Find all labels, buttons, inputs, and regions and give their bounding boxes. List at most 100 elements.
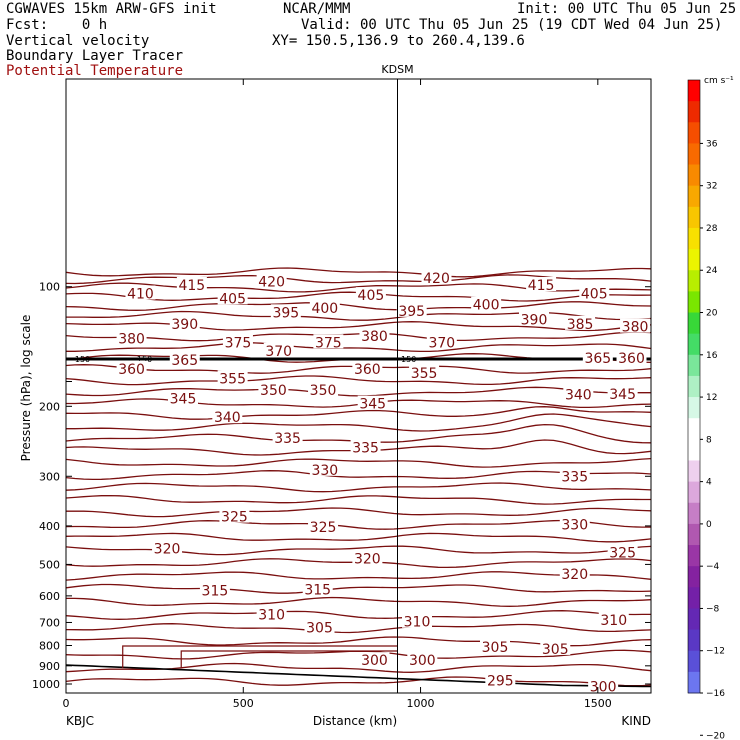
colorbar-swatch bbox=[688, 545, 700, 567]
contour-label-bg bbox=[409, 365, 440, 380]
contour-label-bg bbox=[270, 304, 301, 319]
colorbar-swatch bbox=[688, 143, 700, 165]
colorbar-swatch bbox=[688, 312, 700, 335]
theta-contour bbox=[65, 519, 651, 530]
x-tick-label: 500 bbox=[233, 697, 254, 710]
colorbar-swatch bbox=[688, 481, 700, 504]
contour-label-bg bbox=[357, 395, 388, 410]
contour-label-bg bbox=[407, 652, 438, 667]
contour-label-bg bbox=[217, 370, 248, 385]
contour-label: 320 bbox=[561, 567, 588, 583]
contour-label: 305 bbox=[306, 620, 333, 636]
colorbar-swatch bbox=[688, 101, 700, 123]
contour-label: 395 bbox=[272, 305, 299, 321]
contour-label: 415 bbox=[528, 278, 555, 294]
contour-label: 400 bbox=[311, 301, 338, 317]
contour-label-bg bbox=[168, 390, 198, 405]
colorbar-swatch bbox=[688, 397, 700, 419]
contour-label-bg bbox=[359, 327, 390, 342]
colorbar-frame bbox=[687, 79, 701, 694]
tropopause-label: 150 bbox=[401, 355, 416, 364]
theta-contour bbox=[66, 507, 652, 518]
contour-label: 365 bbox=[171, 353, 198, 369]
tropopause-line: 150 150 150 bbox=[66, 355, 651, 364]
contour-label-bg bbox=[222, 334, 253, 349]
contour-label-bg bbox=[607, 385, 638, 400]
theta-contour bbox=[65, 532, 652, 543]
contour-label-bg bbox=[256, 273, 287, 288]
contour-label-bg bbox=[350, 439, 381, 454]
contour-label-bg bbox=[116, 330, 147, 345]
x-axis-label: Distance (km) bbox=[313, 714, 397, 728]
colorbar-label: 0 bbox=[706, 520, 712, 530]
contour-label-bg bbox=[620, 318, 651, 333]
y-tick-label: 900 bbox=[39, 660, 60, 673]
colorbar-label: −4 bbox=[706, 562, 720, 572]
contour-label: 315 bbox=[304, 583, 331, 599]
contour-label-bg bbox=[471, 296, 502, 311]
contour-label-bg bbox=[152, 540, 183, 555]
theta-contour bbox=[65, 406, 652, 420]
header-init: Init: 00 UTC Thu 05 Jun 25 bbox=[517, 1, 737, 17]
colorbar-label: −20 bbox=[706, 731, 725, 740]
theta-contour bbox=[65, 386, 652, 397]
contour-label-bg bbox=[563, 386, 594, 401]
contour-label: 355 bbox=[219, 371, 246, 387]
contour-label: 365 bbox=[584, 351, 611, 367]
y-tick-label: 600 bbox=[39, 590, 60, 603]
contour-label-bg bbox=[607, 544, 638, 559]
header-title: CGWAVES 15km ARW-GFS init bbox=[6, 1, 217, 17]
y-tick-label: 800 bbox=[39, 640, 60, 653]
colorbar-label: 28 bbox=[706, 224, 718, 234]
field-label-vertical-velocity: Vertical velocity bbox=[6, 33, 150, 49]
contour-label-bg bbox=[540, 640, 571, 655]
y-tick-label: 1000 bbox=[32, 678, 60, 691]
contour-label: 305 bbox=[482, 640, 509, 656]
contour-label: 300 bbox=[409, 653, 436, 669]
colorbar-swatch bbox=[688, 206, 700, 229]
contour-label: 300 bbox=[590, 680, 617, 696]
contour-label: 415 bbox=[178, 278, 205, 294]
contour-label: 360 bbox=[354, 362, 381, 378]
contour-label: 400 bbox=[473, 298, 500, 314]
colorbar-swatch bbox=[688, 185, 700, 208]
colorbar-label: −16 bbox=[706, 689, 725, 699]
contour-label-bg bbox=[559, 468, 590, 483]
contour-label: 350 bbox=[310, 383, 337, 399]
contour-label: 320 bbox=[354, 551, 381, 567]
contour-label: 360 bbox=[618, 351, 645, 367]
contour-label-bg bbox=[480, 638, 510, 653]
contour-label: 360 bbox=[118, 362, 145, 378]
contour-label-bg bbox=[355, 287, 386, 302]
contour-label: 380 bbox=[118, 332, 145, 348]
y-axis-label: Pressure (hPa), log scale bbox=[19, 315, 33, 462]
contour-label: 340 bbox=[565, 388, 592, 404]
contour-label: 340 bbox=[214, 410, 241, 426]
contour-label: 390 bbox=[171, 317, 198, 333]
contour-labels: 420 420 415 415 410 405 405 405 400 400 395 395 390 3… bbox=[116, 269, 651, 696]
colorbar-label: 20 bbox=[706, 309, 718, 319]
field-label-pbl-tracer: Boundary Layer Tracer bbox=[6, 48, 184, 64]
contour-label-bg bbox=[309, 461, 340, 476]
contour-label-bg bbox=[616, 349, 647, 364]
contour-label-bg bbox=[212, 409, 243, 424]
contour-label-bg bbox=[559, 516, 590, 531]
colorbar-swatch bbox=[688, 608, 700, 630]
end-station-label: KIND bbox=[621, 714, 651, 728]
theta-contour bbox=[65, 571, 652, 581]
contour-label-bg bbox=[579, 285, 610, 300]
start-station-label: KBJC bbox=[66, 714, 94, 728]
pbl-top-line bbox=[65, 664, 652, 688]
contour-label-bg bbox=[116, 360, 147, 375]
contour-label: 420 bbox=[423, 271, 450, 287]
contour-label: 330 bbox=[311, 463, 338, 479]
colorbar-swatch bbox=[688, 80, 700, 102]
contour-label-bg bbox=[169, 352, 200, 367]
station-label: KDSM bbox=[381, 63, 413, 76]
contour-label-bg bbox=[169, 315, 200, 330]
theta-contour bbox=[65, 274, 652, 285]
contour-label: 405 bbox=[219, 291, 246, 307]
tropopause-label: 150 bbox=[75, 355, 90, 364]
theta-contour bbox=[66, 342, 652, 353]
